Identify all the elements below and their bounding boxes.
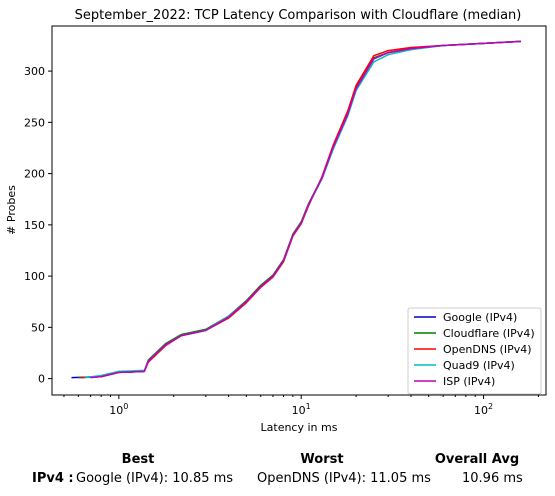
summary-table: Best Worst Overall Avg IPv4 : Google (IP… [0, 448, 555, 496]
y-axis-label: # Probes [5, 185, 18, 235]
legend-entry: OpenDNS (IPv4) [443, 343, 532, 356]
y-tick-label: 50 [31, 321, 45, 334]
best-value: Google (IPv4): 10.85 ms [76, 471, 234, 486]
legend-entry: Quad9 (IPv4) [443, 359, 515, 372]
overall-avg-value: 10.96 ms [462, 471, 523, 486]
ipv4-row-label: IPv4 : [32, 471, 74, 486]
x-tick-label: 102 [474, 402, 493, 417]
latency-chart: September_2022: TCP Latency Comparison w… [5, 8, 547, 434]
overall-avg-header: Overall Avg [434, 452, 520, 467]
worst-value: OpenDNS (IPv4): 11.05 ms [257, 471, 431, 486]
plot-area [51, 25, 547, 396]
x-axis-label: Latency in ms [261, 421, 338, 434]
x-tick-label: 101 [292, 402, 311, 417]
y-tick-label: 0 [38, 373, 45, 386]
legend-box [407, 307, 542, 395]
legend: Google (IPv4) Cloudflare (IPv4) OpenDNS (I… [407, 307, 542, 395]
legend-entry: Google (IPv4) [443, 311, 517, 324]
legend-entry: ISP (IPv4) [443, 375, 495, 388]
worst-header: Worst [300, 452, 344, 467]
y-tick-label: 100 [24, 270, 45, 283]
legend-entry: Cloudflare (IPv4) [443, 327, 535, 340]
y-tick-label: 250 [24, 116, 45, 129]
series-lines [71, 40, 521, 379]
y-axis: 0 50 100 150 200 250 300 [24, 65, 52, 386]
series-line [90, 40, 521, 379]
y-tick-label: 150 [24, 219, 45, 232]
x-axis: 100 101 102 [63, 395, 539, 417]
y-tick-label: 300 [24, 65, 45, 78]
best-header: Best [121, 452, 155, 467]
chart-title: September_2022: TCP Latency Comparison w… [75, 8, 522, 23]
x-tick-label: 100 [109, 402, 128, 417]
y-tick-label: 200 [24, 168, 45, 181]
